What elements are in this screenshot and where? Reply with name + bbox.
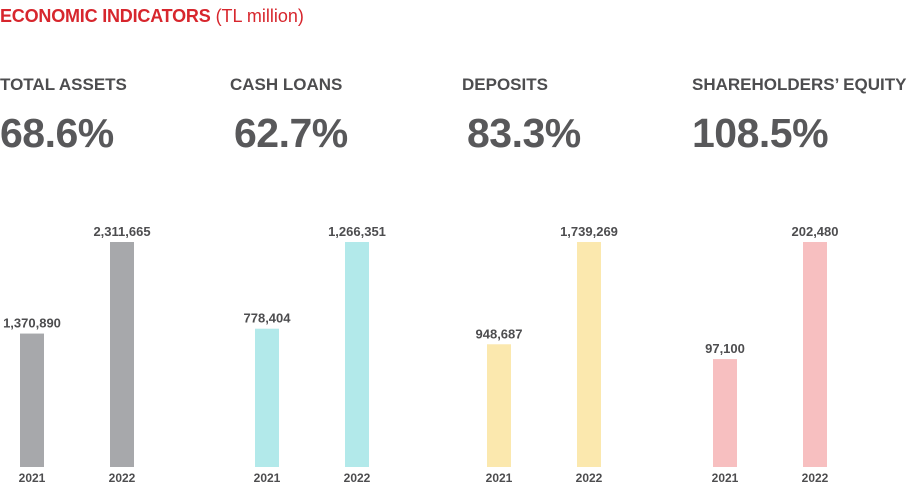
bar-chart-cash-loans: 778,404 2021 1,266,351 2022 xyxy=(244,224,386,485)
bar-value-label: 1,739,269 xyxy=(560,224,618,239)
bar-2022 xyxy=(345,242,369,467)
bar-2021 xyxy=(255,328,279,467)
x-tick-label: 2021 xyxy=(486,471,513,485)
bar-chart-total-assets: 1,370,890 2021 2,311,665 2022 xyxy=(3,224,150,485)
bar-2022 xyxy=(577,242,601,467)
page-title-unit: (TL million) xyxy=(215,6,304,26)
bar-value-label: 202,480 xyxy=(792,224,839,239)
panel-shareholders-equity: SHAREHOLDERS’ EQUITY 108.5% 97,100 2021 20… xyxy=(692,0,908,489)
panel-change-percent: 83.3% xyxy=(467,110,581,156)
panel-change-percent: 68.6% xyxy=(0,110,114,156)
x-tick-label: 2021 xyxy=(712,471,739,485)
bar-2021 xyxy=(713,359,737,467)
bar-2021 xyxy=(20,333,44,467)
panel-title: CASH LOANS xyxy=(230,75,343,94)
bar-chart-shareholders-equity: 97,100 2021 202,480 2022 xyxy=(705,224,839,485)
bar-value-label: 778,404 xyxy=(244,311,292,326)
x-tick-label: 2022 xyxy=(109,471,136,485)
bar-chart-deposits: 948,687 2021 1,739,269 2022 xyxy=(476,224,618,485)
panel-deposits: DEPOSITS 83.3% 948,687 2021 1,739,269 2022 xyxy=(462,0,682,489)
x-tick-label: 2021 xyxy=(254,471,281,485)
page-title: ECONOMIC INDICATORS (TL million) xyxy=(0,6,304,27)
bar-value-label: 2,311,665 xyxy=(93,224,150,239)
panel-title: TOTAL ASSETS xyxy=(0,75,127,94)
panel-title: DEPOSITS xyxy=(462,75,548,94)
page-title-main: ECONOMIC INDICATORS xyxy=(0,6,211,26)
bar-2022 xyxy=(803,242,827,467)
x-tick-label: 2022 xyxy=(802,471,829,485)
panel-cash-loans: CASH LOANS 62.7% 778,404 2021 1,266,351 202… xyxy=(230,0,450,489)
bar-2021 xyxy=(487,344,511,467)
bar-value-label: 1,370,890 xyxy=(3,316,61,331)
x-tick-label: 2022 xyxy=(576,471,603,485)
x-tick-label: 2021 xyxy=(19,471,46,485)
x-tick-label: 2022 xyxy=(344,471,371,485)
bar-value-label: 97,100 xyxy=(705,341,745,356)
bar-2022 xyxy=(110,242,134,467)
panel-title: SHAREHOLDERS’ EQUITY xyxy=(692,75,907,94)
panel-change-percent: 62.7% xyxy=(234,110,348,156)
panel-change-percent: 108.5% xyxy=(692,110,829,156)
panel-total-assets: TOTAL ASSETS 68.6% 1,370,890 2021 2,311,66… xyxy=(0,0,220,489)
bar-value-label: 1,266,351 xyxy=(328,224,386,239)
bar-value-label: 948,687 xyxy=(476,326,523,341)
